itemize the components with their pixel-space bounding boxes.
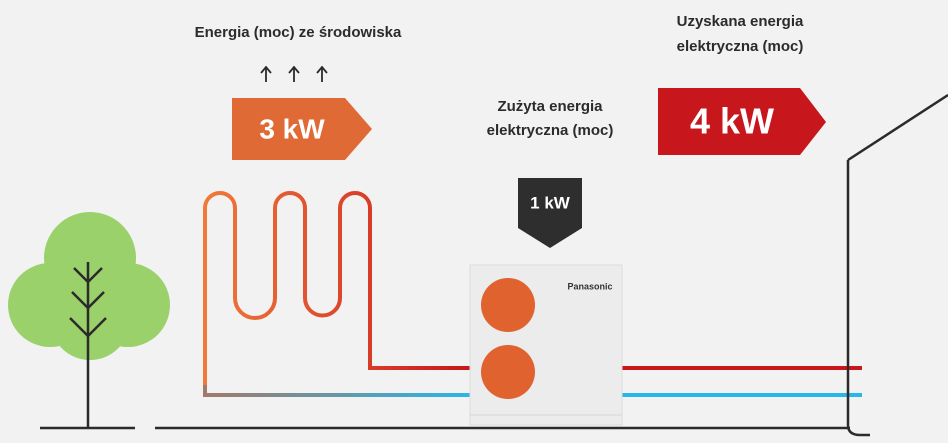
heat-pump (469, 264, 623, 426)
label: Zużyta energia (497, 98, 603, 115)
label: elektryczna (moc) (677, 38, 804, 55)
value: 1 kW (530, 193, 571, 212)
tree (8, 212, 170, 428)
value: 4 kW (690, 101, 774, 142)
arrows (260, 65, 328, 82)
brand: Panasonic (567, 281, 612, 291)
label: elektryczna (moc) (487, 122, 614, 139)
badge (518, 178, 582, 248)
label: Uzyskana energia (677, 13, 804, 30)
cold-pipe (203, 385, 470, 397)
hot-pipe (203, 191, 470, 395)
badge (232, 98, 372, 160)
label: Energia (moc) ze środowiska (195, 24, 402, 41)
value: 3 kW (259, 113, 325, 144)
badge (658, 88, 826, 155)
house (846, 93, 948, 437)
